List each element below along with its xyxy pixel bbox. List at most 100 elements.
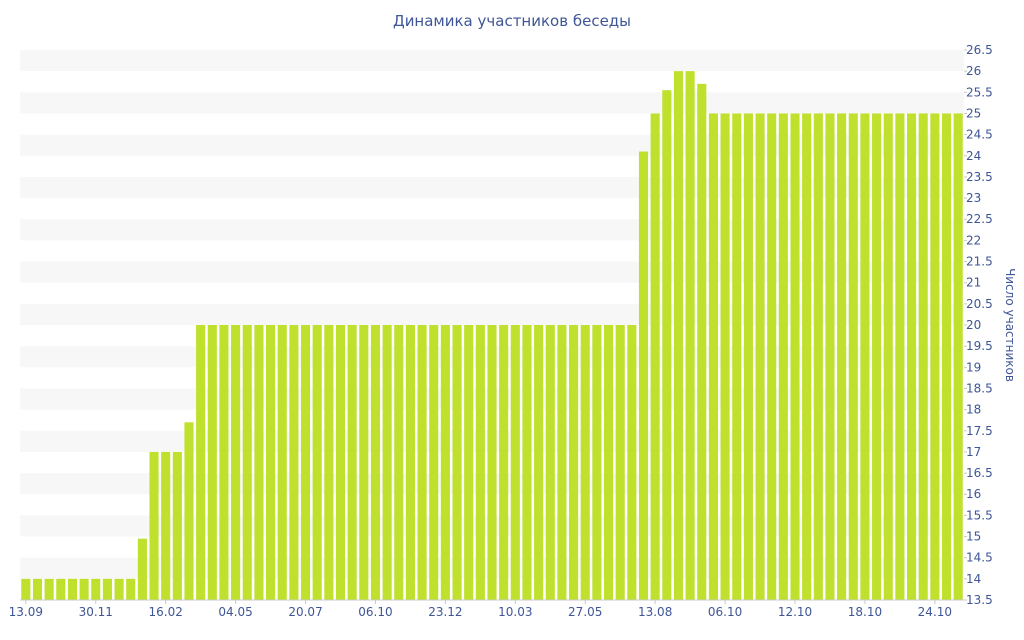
bar — [499, 325, 509, 600]
bar — [172, 451, 182, 600]
bar — [370, 325, 381, 600]
bar — [324, 325, 334, 600]
bar — [184, 422, 194, 600]
bar — [545, 325, 555, 600]
y-axis-ticks: 13.5 14 14.5 15 15.5 16 16.5 17 17.5 18 18.5 19 19.5… — [964, 43, 993, 607]
bar — [592, 325, 602, 600]
y-tick-label: 19.5 — [966, 339, 993, 353]
bar — [137, 538, 147, 600]
bar — [627, 325, 637, 600]
bar — [254, 325, 264, 600]
bar — [673, 71, 684, 600]
x-tick-label: 06.10 — [358, 605, 392, 619]
bars — [21, 71, 963, 601]
x-tick-label: 24.10 — [918, 605, 952, 619]
bar — [510, 325, 520, 600]
bar — [743, 113, 753, 600]
chart-title: Динамика участников беседы — [392, 12, 632, 30]
bar — [685, 71, 695, 600]
bar — [720, 113, 730, 600]
y-tick-label: 24.5 — [966, 128, 993, 142]
bar — [452, 325, 462, 600]
bar — [21, 578, 31, 600]
bar — [102, 578, 112, 600]
bar — [440, 325, 450, 600]
bar — [67, 578, 77, 600]
bar — [522, 325, 532, 600]
bar — [930, 113, 940, 600]
bar — [56, 578, 66, 600]
x-tick-label: 30.11 — [79, 605, 113, 619]
y-tick-label: 25 — [966, 106, 981, 120]
bar — [79, 578, 89, 600]
bar — [487, 325, 497, 600]
y-tick-label: 20.5 — [966, 297, 993, 311]
y-tick-label: 22 — [966, 233, 981, 247]
bar — [300, 325, 311, 600]
bar — [91, 578, 101, 600]
bar — [417, 325, 427, 600]
bar — [603, 325, 614, 600]
y-tick-label: 14.5 — [966, 551, 993, 565]
y-tick-label: 22.5 — [966, 212, 993, 226]
y-tick-label: 20 — [966, 318, 981, 332]
bar — [219, 325, 229, 600]
y-axis-title: Число участников — [1003, 268, 1017, 382]
y-tick-label: 18 — [966, 403, 981, 417]
bar — [860, 113, 870, 600]
y-tick-label: 17 — [966, 445, 981, 459]
bar — [149, 451, 159, 600]
bar — [883, 113, 893, 600]
bar — [312, 325, 322, 600]
grid-band — [20, 50, 964, 72]
bar — [650, 113, 660, 600]
x-tick-label: 04.05 — [218, 605, 252, 619]
y-tick-label: 15 — [966, 530, 981, 544]
y-tick-label: 14 — [966, 572, 981, 586]
x-tick-label: 16.02 — [148, 605, 182, 619]
bar — [32, 578, 43, 600]
bar — [569, 325, 579, 600]
bar — [114, 578, 124, 600]
y-tick-label: 21 — [966, 276, 981, 290]
bar — [44, 578, 54, 600]
bar — [732, 113, 742, 600]
bar — [941, 113, 952, 600]
bar — [662, 90, 672, 600]
bar — [475, 325, 485, 600]
bar — [405, 325, 415, 600]
y-tick-label: 21.5 — [966, 255, 993, 269]
bar — [802, 113, 812, 600]
bar — [207, 325, 217, 600]
bar — [907, 113, 917, 600]
bar — [918, 113, 928, 600]
y-tick-label: 26.5 — [966, 43, 993, 57]
x-tick-label: 13.08 — [638, 605, 672, 619]
bar — [277, 325, 287, 600]
bar — [464, 325, 474, 600]
x-tick-label: 12.10 — [778, 605, 812, 619]
bar — [872, 113, 882, 600]
x-tick-label: 23.12 — [428, 605, 462, 619]
bar — [534, 325, 544, 600]
bar — [359, 325, 369, 600]
y-tick-label: 18.5 — [966, 381, 993, 395]
bar — [615, 325, 625, 600]
bar — [242, 325, 252, 600]
bar — [347, 325, 357, 600]
y-tick-label: 17.5 — [966, 424, 993, 438]
bar — [335, 325, 346, 600]
bar — [580, 325, 590, 600]
x-tick-label: 27.05 — [568, 605, 602, 619]
y-tick-label: 16.5 — [966, 466, 993, 480]
bar — [231, 325, 241, 600]
bar — [382, 325, 392, 600]
x-tick-label: 06.10 — [708, 605, 742, 619]
y-tick-label: 19 — [966, 360, 981, 374]
bar — [767, 113, 777, 600]
bar — [790, 113, 800, 600]
grid-band — [20, 92, 964, 114]
x-axis-ticks: 13.09 30.11 16.02 04.05 20.07 06.10 23.12 10.03… — [9, 599, 964, 619]
bar — [825, 113, 835, 600]
